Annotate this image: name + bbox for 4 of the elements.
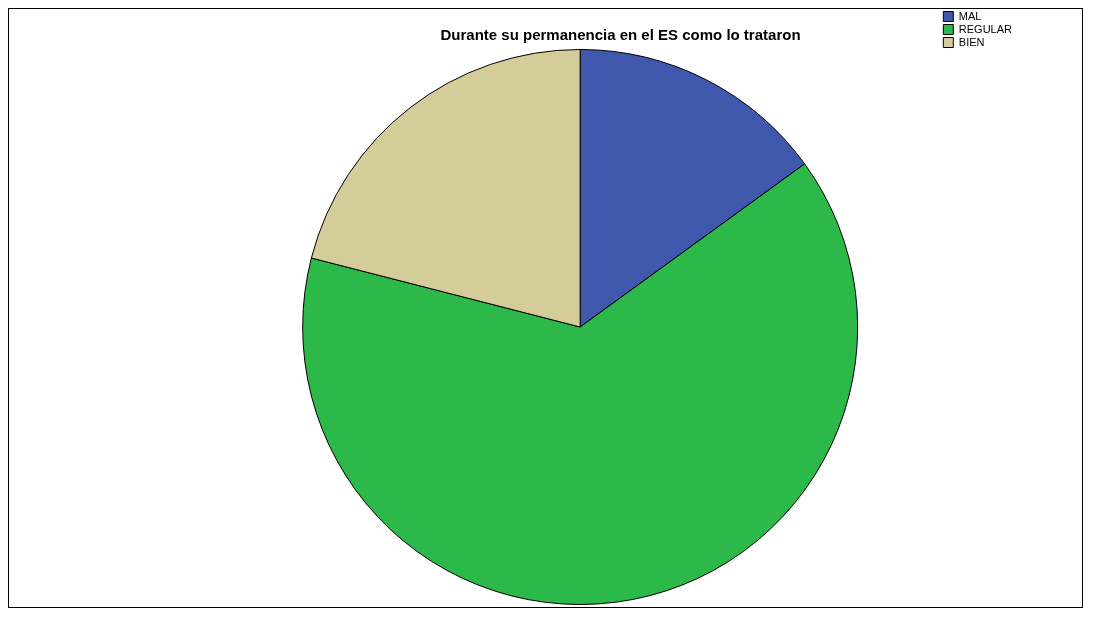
text: Durante su permanencia en el ES como lo trataron <box>440 26 801 44</box>
legend-label: REGULAR <box>958 22 1013 35</box>
legend-label: BIEN <box>958 35 985 48</box>
legend-label: MAL <box>958 9 982 22</box>
